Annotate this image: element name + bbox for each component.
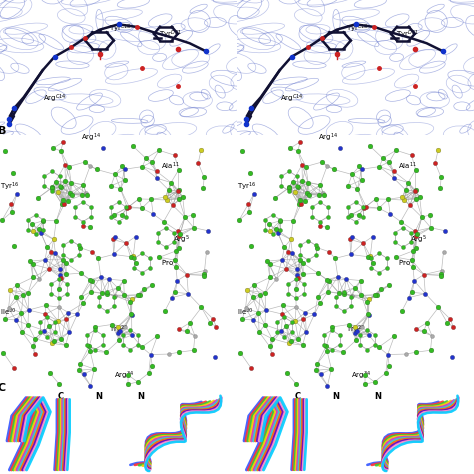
Text: Arg$^{C14}$: Arg$^{C14}$	[43, 93, 66, 105]
Text: Pro$^{7}$: Pro$^{7}$	[161, 258, 177, 269]
Text: Tyr$^{C18}$: Tyr$^{C18}$	[346, 23, 369, 35]
Text: Tyr$^{D21}$: Tyr$^{D21}$	[159, 28, 182, 41]
Text: Trp$^{26}$: Trp$^{26}$	[346, 324, 366, 336]
Text: Ile$^{30}$: Ile$^{30}$	[237, 307, 253, 318]
Text: N: N	[137, 392, 145, 401]
Text: Arg$^{14}$: Arg$^{14}$	[81, 132, 100, 144]
Text: Arg$^{C14}$: Arg$^{C14}$	[280, 93, 303, 105]
Text: C: C	[57, 392, 64, 401]
Text: B: B	[0, 126, 6, 136]
Text: Tyr$^{C18}$: Tyr$^{C18}$	[109, 23, 132, 35]
Text: C: C	[0, 383, 6, 392]
Text: Ala$^{11}$: Ala$^{11}$	[161, 161, 180, 172]
Text: N: N	[332, 392, 339, 401]
Text: N: N	[95, 392, 102, 401]
Text: Arg$^{14}$: Arg$^{14}$	[318, 132, 337, 144]
Text: Pro$^{7}$: Pro$^{7}$	[398, 258, 414, 269]
Text: Ala$^{11}$: Ala$^{11}$	[398, 161, 417, 172]
Text: Arg$^{5}$: Arg$^{5}$	[173, 234, 190, 246]
Text: Ile$^{30}$: Ile$^{30}$	[0, 307, 16, 318]
Text: Tyr$^{16}$: Tyr$^{16}$	[237, 181, 256, 192]
Text: Trp$^{26}$: Trp$^{26}$	[109, 324, 129, 336]
Text: N: N	[374, 392, 382, 401]
Text: Arg$^{5}$: Arg$^{5}$	[410, 234, 427, 246]
Text: Arg$^{34}$: Arg$^{34}$	[114, 370, 134, 382]
Text: Tyr$^{16}$: Tyr$^{16}$	[0, 181, 19, 192]
Text: Arg$^{34}$: Arg$^{34}$	[351, 370, 371, 382]
Text: C: C	[294, 392, 301, 401]
Text: Tyr$^{D21}$: Tyr$^{D21}$	[396, 28, 419, 41]
